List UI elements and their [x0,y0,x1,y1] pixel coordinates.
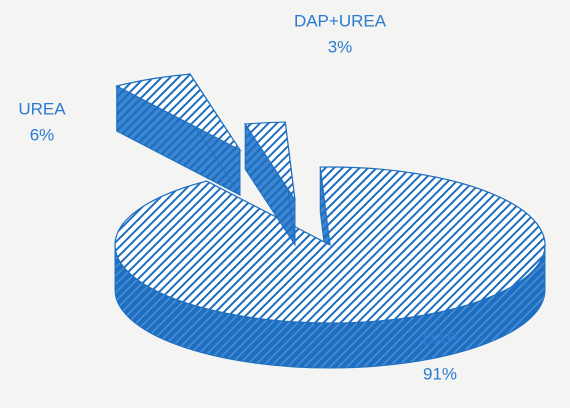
slice-top [115,73,242,152]
slice [114,166,546,369]
value-label: 6% [30,125,55,144]
category-label: UREA [18,99,66,118]
slice [115,72,242,197]
slice [244,121,296,247]
slice-top [114,166,546,324]
category-label: DAP [423,329,458,348]
slice-top [244,121,296,201]
value-label: 3% [328,37,353,56]
category-label: DAP+UREA [294,11,387,30]
value-label: 91% [423,364,457,383]
